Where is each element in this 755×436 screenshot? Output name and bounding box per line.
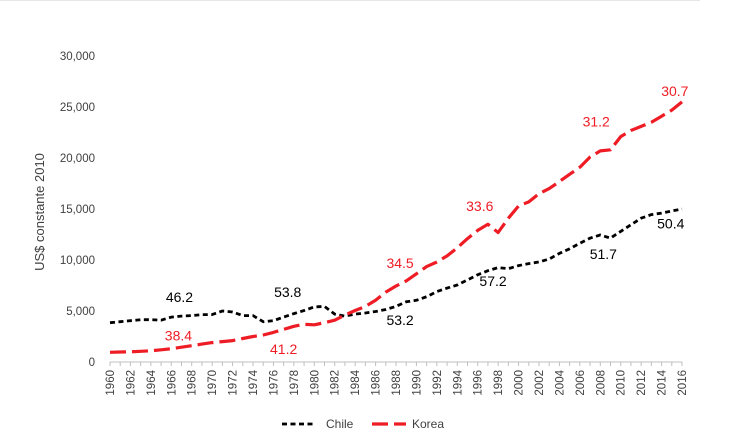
x-tick-label: 1964 — [146, 369, 158, 395]
data-label-chile: 57.2 — [479, 273, 506, 289]
x-tick-label: 1990 — [411, 370, 423, 396]
x-tick-label: 1972 — [228, 370, 240, 396]
data-annotations: 46.2 53.8 53.2 57.2 51.7 50.4 38.4 41.2 34.5 33.6… — [165, 83, 689, 357]
series-line-korea — [109, 100, 684, 354]
x-tick-label: 1976 — [268, 370, 280, 396]
x-tick-label: 2010 — [616, 370, 628, 396]
data-label-korea: 38.4 — [165, 328, 192, 344]
series-line-chile — [109, 207, 683, 325]
x-tick-label: 1994 — [452, 369, 464, 395]
x-tick-label: 1970 — [207, 370, 219, 396]
data-label-korea: 41.2 — [270, 341, 297, 357]
y-axis-label: US$ constante 2010 — [32, 153, 47, 271]
x-tick-label: 1988 — [391, 370, 403, 396]
x-tick-label: 1998 — [493, 370, 505, 396]
x-tick-label: 1962 — [125, 370, 137, 396]
x-tick-label: 2000 — [514, 370, 526, 396]
data-label-korea: 31.2 — [583, 113, 610, 129]
x-tick-label: 2016 — [677, 370, 689, 396]
y-axis-ticks: 0 5,000 10,000 15,000 20,000 25,000 30,000 — [60, 51, 95, 369]
x-tick-label: 2002 — [534, 370, 546, 396]
data-label-chile: 53.8 — [274, 284, 301, 300]
legend: Chile Korea — [282, 417, 444, 431]
y-tick-label: 15,000 — [60, 204, 95, 216]
x-tick-label: 1992 — [432, 370, 444, 396]
y-tick-label: 0 — [89, 357, 95, 369]
legend-label-chile: Chile — [326, 417, 354, 431]
series-lines — [109, 100, 684, 354]
y-tick-label: 30,000 — [60, 51, 95, 63]
x-tick-label: 1974 — [248, 369, 260, 395]
y-axis-label-group: US$ constante 2010 — [32, 153, 47, 271]
x-tick-label: 2006 — [575, 370, 587, 396]
x-tick-label: 1986 — [371, 370, 383, 396]
top-border-line — [0, 0, 700, 1]
x-tick-label: 2008 — [595, 370, 607, 396]
x-tick-label: 1960 — [105, 370, 117, 396]
x-tick-label: 1978 — [289, 370, 301, 396]
x-tick-label: 2004 — [554, 369, 566, 395]
x-tick-label: 2012 — [636, 370, 648, 396]
x-tick-label: 1968 — [187, 370, 199, 396]
legend-label-korea: Korea — [412, 417, 444, 431]
x-tick-label: 2014 — [657, 369, 669, 395]
x-tick-label: 1980 — [309, 370, 321, 396]
data-label-chile: 50.4 — [657, 215, 684, 231]
x-tick-label: 1996 — [473, 370, 485, 396]
data-label-chile: 46.2 — [166, 289, 193, 305]
y-tick-label: 25,000 — [60, 102, 95, 114]
x-tick-label: 1984 — [350, 369, 362, 395]
data-label-korea: 30.7 — [661, 83, 688, 99]
data-label-korea: 34.5 — [386, 255, 413, 271]
data-label-chile: 53.2 — [386, 312, 413, 328]
x-axis: 1960 1962 1964 1966 1968 1970 1972 1974 1976 1978… — [105, 361, 689, 396]
x-tick-label: 1966 — [166, 370, 178, 396]
x-tick-label: 1982 — [330, 370, 342, 396]
y-tick-label: 10,000 — [60, 255, 95, 267]
y-tick-label: 5,000 — [66, 306, 95, 318]
y-tick-label: 20,000 — [60, 153, 95, 165]
data-label-korea: 33.6 — [466, 198, 493, 214]
data-label-chile: 51.7 — [590, 246, 617, 262]
